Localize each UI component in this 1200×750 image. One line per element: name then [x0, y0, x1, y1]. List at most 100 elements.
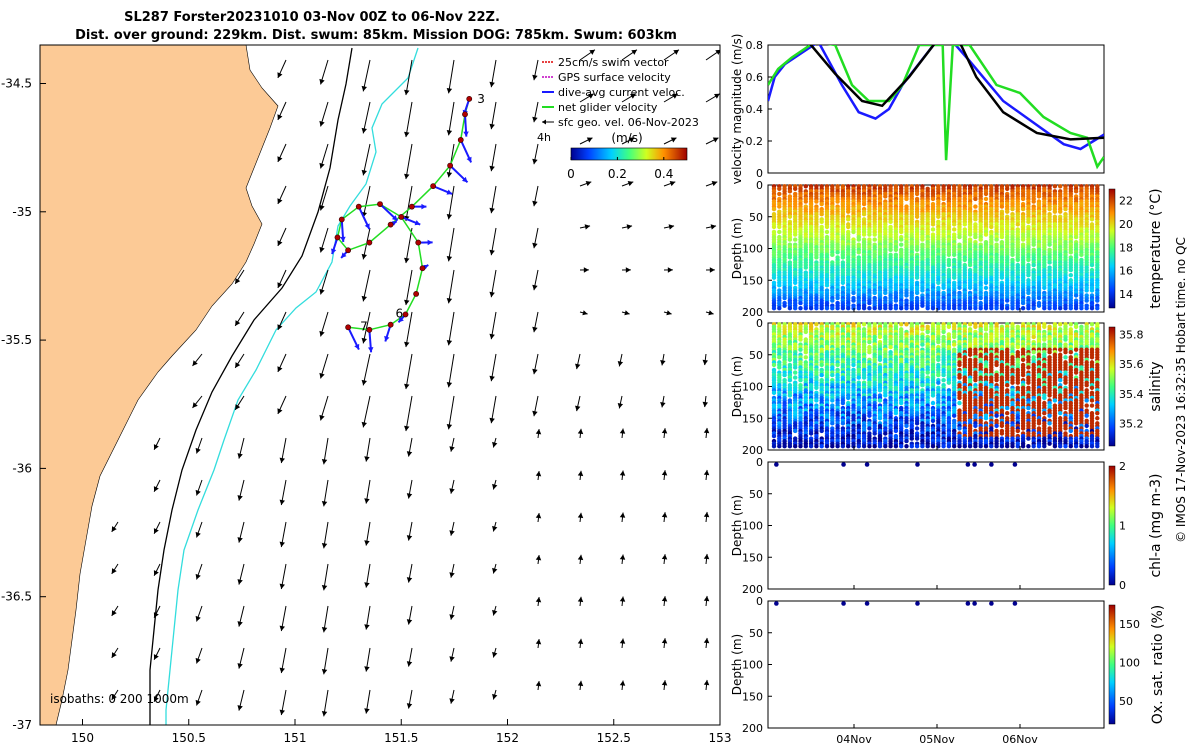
track-label: 7	[360, 319, 368, 333]
depth-label: Depth (m)	[730, 634, 744, 695]
surface-sample	[915, 601, 920, 606]
track-point	[387, 221, 394, 228]
surface-sample	[972, 462, 977, 467]
legend-gps: GPS surface velocity	[558, 71, 671, 84]
surface-sample	[864, 462, 870, 467]
panel-colorbar	[1108, 604, 1116, 725]
surface-sample	[989, 601, 994, 606]
track-point	[419, 265, 426, 272]
map-xtick: 150.5	[172, 731, 206, 745]
track-point	[415, 239, 422, 246]
depth-tick: 0	[756, 595, 763, 608]
glider-track: 3 7 6	[331, 92, 485, 353]
map-legend: 25cm/s swim vector GPS surface velocity …	[537, 56, 699, 181]
map-ytick: -35.5	[1, 333, 32, 347]
legend-net: net glider velocity	[558, 101, 658, 114]
surface-sample	[774, 462, 779, 467]
track-label: 3	[477, 92, 485, 106]
depth-tick: 150	[742, 551, 763, 564]
depth-tick: 50	[749, 627, 763, 640]
isobaths-label: isobaths: 0 200 1000m	[50, 692, 189, 706]
panel-colorbar	[1108, 465, 1116, 586]
velocity-series	[768, 45, 1104, 151]
surface-sample	[774, 601, 779, 606]
map-ytick: -36.5	[1, 590, 32, 604]
isobath-1000m	[149, 47, 353, 725]
colorbar-tick: 35.2	[1119, 418, 1144, 431]
date-tick: 06Nov	[1002, 733, 1038, 746]
track-point	[377, 201, 383, 207]
colorbar-tick: 0	[567, 167, 575, 181]
temperature-panel: 0 50 100 150 200 Depth (m) 14 16 18 20 22 temperatu…	[730, 179, 1164, 319]
depth-label: Depth (m)	[730, 218, 744, 279]
land-mass	[40, 45, 279, 725]
colorbar-tick: 16	[1119, 265, 1133, 278]
colorbar-tick: 50	[1119, 695, 1133, 708]
depth-tick: 50	[749, 211, 763, 224]
track-point	[345, 324, 352, 331]
depth-label: Depth (m)	[730, 495, 744, 556]
footer-credit: © IMOS 17-Nov-2023 16:32:35 Hobart time.…	[1174, 237, 1188, 543]
salinity-panel: 0 50 100 150 200 Depth (m) 35.2 35.4 35.6 35.8 sal…	[730, 317, 1164, 457]
velocity-series	[809, 45, 1104, 141]
track-point	[462, 111, 468, 118]
colorbar-title: (m/s)	[611, 131, 642, 145]
track-point	[408, 203, 415, 210]
panel-colorbar	[1108, 188, 1116, 309]
oxygen-panel: 0 50 100 150 200 Depth (m) 50 100 150 Ox. sat. ra…	[730, 595, 1166, 746]
map-xtick: 152.5	[597, 731, 631, 745]
surface-sample	[1012, 462, 1018, 467]
depth-tick: 0	[756, 179, 763, 192]
map-xtick: 150	[71, 731, 94, 745]
track-point	[338, 216, 345, 223]
depth-tick: 0	[756, 456, 763, 469]
depth-tick: 200	[742, 306, 763, 319]
depth-tick: 150	[742, 690, 763, 703]
depth-tick: 0	[756, 317, 763, 330]
surface-sample	[972, 601, 977, 606]
map-xtick: 151.5	[384, 731, 418, 745]
depth-tick: 200	[742, 444, 763, 457]
colorbar-label: salinity	[1148, 361, 1164, 411]
surface-sample	[965, 462, 971, 467]
colorbar-tick: 150	[1119, 618, 1140, 631]
track-label: 6	[396, 306, 404, 320]
surface-sample	[841, 462, 846, 467]
surface-sample	[965, 601, 971, 606]
legend-swim: 25cm/s swim vector	[558, 56, 669, 69]
colorbar-tick: 0.2	[608, 167, 627, 181]
colorbar-tick: 100	[1119, 657, 1140, 670]
colorbar-label: temperature (°C)	[1148, 188, 1164, 308]
colorbar-tick: 14	[1119, 288, 1133, 301]
track-point	[466, 95, 473, 102]
track-point	[355, 203, 362, 210]
velocity-ytick: 0	[756, 167, 763, 180]
track-point	[430, 183, 437, 190]
depth-tick: 100	[742, 381, 763, 394]
map-title-line1: SL287 Forster20231010 03-Nov 00Z to 06-N…	[124, 10, 500, 25]
track-point	[457, 137, 464, 143]
depth-tick: 200	[742, 722, 763, 735]
colorbar-tick: 1	[1119, 520, 1126, 533]
speed-colorbar	[570, 147, 688, 161]
colorbar-tick: 20	[1119, 218, 1133, 231]
colorbar-tick: 35.4	[1119, 388, 1144, 401]
surface-sample	[1012, 601, 1018, 606]
depth-tick: 50	[749, 488, 763, 501]
depth-label: Depth (m)	[730, 356, 744, 417]
track-point	[398, 214, 405, 220]
velocity-series	[768, 45, 1104, 170]
surface-sample	[864, 601, 870, 606]
depth-tick: 200	[742, 583, 763, 596]
track-point	[402, 311, 409, 318]
velocity-ytick: 0.6	[746, 71, 764, 84]
colorbar-tick: 2	[1119, 460, 1126, 473]
depth-tick: 100	[742, 520, 763, 533]
colorbar-tick: 0.4	[654, 167, 673, 181]
surface-sample	[915, 462, 920, 467]
geostrophic-vectors	[111, 49, 720, 717]
time-marker: 4h	[537, 131, 551, 144]
map-xtick: 152	[496, 731, 519, 745]
velocity-ytick: 0.2	[746, 135, 764, 148]
surface-sample	[989, 462, 994, 467]
